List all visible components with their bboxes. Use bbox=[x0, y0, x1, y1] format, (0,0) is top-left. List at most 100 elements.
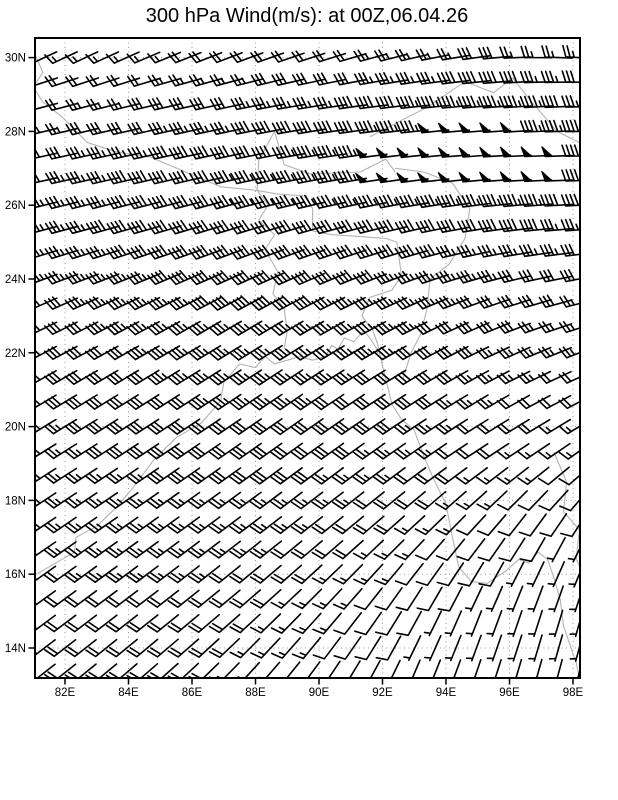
wind-barb bbox=[507, 634, 523, 662]
barb-staff bbox=[230, 170, 265, 185]
wind-barb bbox=[187, 491, 221, 510]
barb-staff bbox=[313, 145, 347, 159]
wind-barb bbox=[65, 220, 100, 235]
wind-barb bbox=[208, 295, 243, 311]
barb-staff bbox=[353, 49, 388, 62]
barb-staff bbox=[188, 74, 223, 87]
barb-staff bbox=[251, 170, 285, 185]
wind-barb bbox=[188, 589, 221, 609]
wind-barb bbox=[517, 394, 551, 410]
barb-staff bbox=[333, 169, 368, 184]
wind-barb bbox=[486, 610, 503, 637]
wind-barb bbox=[270, 516, 303, 535]
wind-barb bbox=[35, 297, 58, 309]
barb-staff bbox=[148, 121, 182, 136]
wind-barb bbox=[496, 466, 529, 485]
barb-staff bbox=[290, 540, 323, 560]
barb-staff bbox=[527, 585, 544, 613]
barb-staff bbox=[86, 195, 120, 210]
barb-staff bbox=[562, 44, 580, 59]
lat-label: 14N bbox=[5, 643, 26, 655]
barb-staff bbox=[147, 219, 182, 235]
wind-barb bbox=[415, 219, 450, 234]
barb-staff bbox=[127, 121, 162, 136]
barb-staff bbox=[126, 345, 160, 361]
wind-barb bbox=[333, 72, 367, 86]
wind-barb bbox=[168, 194, 203, 210]
barb-staff bbox=[147, 269, 182, 285]
barb-staff bbox=[146, 296, 181, 311]
wind-barb bbox=[250, 244, 285, 260]
barb-staff bbox=[373, 539, 405, 560]
barb-staff bbox=[519, 119, 553, 133]
wind-barb bbox=[65, 75, 100, 88]
wind-barb bbox=[105, 345, 140, 361]
wind-barb bbox=[292, 145, 326, 159]
wind-barb bbox=[292, 96, 326, 110]
barb-staff bbox=[394, 270, 429, 285]
wind-barb bbox=[373, 539, 405, 560]
barb-staff bbox=[435, 270, 470, 284]
barb-staff bbox=[498, 244, 532, 258]
barb-staff bbox=[290, 515, 324, 535]
wind-barb bbox=[126, 244, 161, 260]
barb-staff bbox=[477, 537, 506, 562]
barb-staff bbox=[478, 561, 505, 587]
wind-barb bbox=[290, 442, 324, 460]
barb-staff bbox=[208, 491, 242, 510]
barb-staff bbox=[146, 516, 180, 534]
barb-staff bbox=[65, 98, 100, 111]
barb-staff bbox=[44, 639, 77, 658]
wind-barb bbox=[64, 271, 99, 285]
barb-staff bbox=[270, 467, 303, 485]
wind-barb bbox=[375, 120, 409, 134]
wind-barb bbox=[497, 269, 532, 283]
wind-barb bbox=[348, 660, 361, 678]
wind-barb bbox=[519, 95, 553, 109]
wind-barb bbox=[146, 589, 180, 608]
wind-barb bbox=[518, 269, 553, 283]
barb-staff bbox=[290, 442, 324, 460]
wind-barb bbox=[229, 564, 262, 584]
barb-staff bbox=[64, 638, 97, 658]
barb-staff bbox=[230, 120, 265, 135]
barb-staff bbox=[105, 589, 139, 608]
barb-staff bbox=[311, 491, 344, 510]
wind-barb bbox=[476, 295, 511, 309]
wind-barb bbox=[290, 295, 325, 311]
barb-staff bbox=[270, 613, 302, 634]
barb-staff bbox=[126, 614, 159, 633]
barb-staff bbox=[167, 540, 200, 559]
wind-barb bbox=[506, 585, 524, 613]
wind-barb bbox=[291, 270, 325, 286]
barb-staff bbox=[517, 394, 551, 410]
wind-barb bbox=[559, 269, 580, 283]
barb-staff bbox=[290, 467, 324, 485]
barb-staff bbox=[208, 540, 241, 559]
wind-barb bbox=[270, 491, 303, 510]
wind-barb bbox=[415, 48, 450, 61]
barb-staff bbox=[517, 489, 549, 511]
wind-barb bbox=[311, 442, 345, 460]
barb-staff bbox=[373, 244, 408, 260]
wind-barb bbox=[105, 565, 139, 584]
wind-barb bbox=[249, 491, 283, 510]
barb-staff bbox=[457, 47, 491, 61]
barb-staff bbox=[455, 346, 490, 360]
barb-staff bbox=[251, 145, 285, 160]
barb-staff bbox=[476, 466, 509, 485]
barb-staff bbox=[547, 561, 565, 588]
wind-barb bbox=[333, 194, 367, 209]
wind-barb bbox=[209, 219, 244, 235]
barb-staff bbox=[126, 491, 160, 509]
wind-barb bbox=[43, 565, 77, 583]
lon-label: 98E bbox=[563, 687, 584, 699]
barb-pennant bbox=[396, 147, 410, 158]
wind-barb bbox=[393, 369, 428, 386]
wind-barb bbox=[313, 96, 347, 110]
barb-staff bbox=[393, 345, 428, 361]
wind-barb bbox=[374, 194, 409, 209]
wind-barb bbox=[313, 120, 347, 135]
barb-staff bbox=[126, 589, 159, 608]
barb-staff bbox=[146, 589, 180, 608]
